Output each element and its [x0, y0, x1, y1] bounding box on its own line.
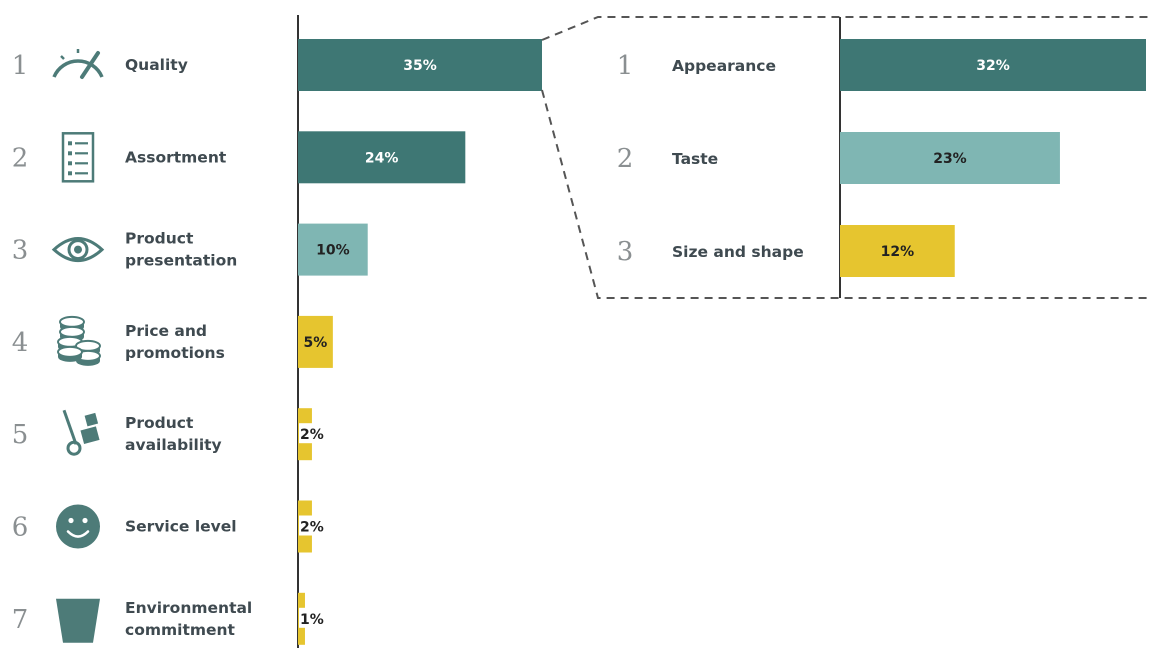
category-label: Environmental: [125, 599, 252, 617]
bar-label-gap: [299, 515, 325, 536]
callout-dashed-line-bottom: [541, 89, 1149, 299]
breakdown-bar-value-label: 32%: [976, 58, 1010, 74]
callout-dashed-line-top: [541, 16, 1149, 41]
coins-icon: [57, 315, 101, 366]
category-label: commitment: [125, 621, 236, 639]
rank-number: 4: [12, 328, 29, 358]
speedometer-icon: [52, 49, 104, 79]
bar-value-label: 2%: [300, 427, 324, 443]
category-label: Service level: [125, 518, 237, 536]
category-label: availability: [125, 436, 222, 454]
category-label: presentation: [125, 252, 237, 270]
bar-value-label: 2%: [300, 520, 324, 536]
breakdown-rank-number: 2: [617, 144, 634, 174]
category-label: Price and: [125, 322, 207, 340]
breakdown-bar: [840, 39, 1146, 91]
bar-label-gap: [299, 607, 325, 628]
breakdown-rank-number: 3: [617, 237, 634, 267]
breakdown-category-label: Taste: [672, 150, 718, 168]
rank-number: 3: [12, 236, 29, 266]
breakdown-bar-value-label: 23%: [933, 151, 967, 167]
category-label: promotions: [125, 344, 225, 362]
bar-value-label: 35%: [403, 58, 437, 74]
hand-truck-icon: [62, 409, 100, 456]
rank-number: 2: [12, 143, 29, 173]
breakdown-bar: [840, 132, 1060, 184]
bar: [298, 39, 542, 91]
bar: [298, 131, 466, 184]
bar-value-label: 24%: [365, 150, 399, 166]
breakdown-category-label: Size and shape: [672, 243, 804, 261]
category-label: Assortment: [125, 148, 227, 166]
rank-number: 1: [12, 51, 29, 81]
bar-value-label: 5%: [304, 335, 328, 351]
breakdown-category-label: Appearance: [672, 57, 776, 75]
checklist-icon: [61, 132, 95, 183]
eye-icon: [51, 237, 105, 263]
breakdown-bar: [840, 225, 955, 277]
cup-icon: [56, 598, 100, 643]
category-label: Product: [125, 230, 194, 248]
rank-number: 7: [12, 605, 29, 635]
smiley-icon: [56, 504, 100, 549]
bar: [298, 223, 368, 276]
breakdown-rank-number: 1: [617, 51, 634, 81]
category-label: Quality: [125, 56, 188, 74]
rank-number: 6: [12, 513, 29, 543]
bar: [298, 315, 333, 368]
rank-number: 5: [12, 420, 29, 450]
category-label: Product: [125, 414, 194, 432]
breakdown-bar-value-label: 12%: [881, 244, 915, 260]
bar-value-label: 10%: [316, 243, 350, 259]
bar-value-label: 1%: [300, 612, 324, 628]
bar-label-gap: [299, 423, 325, 444]
